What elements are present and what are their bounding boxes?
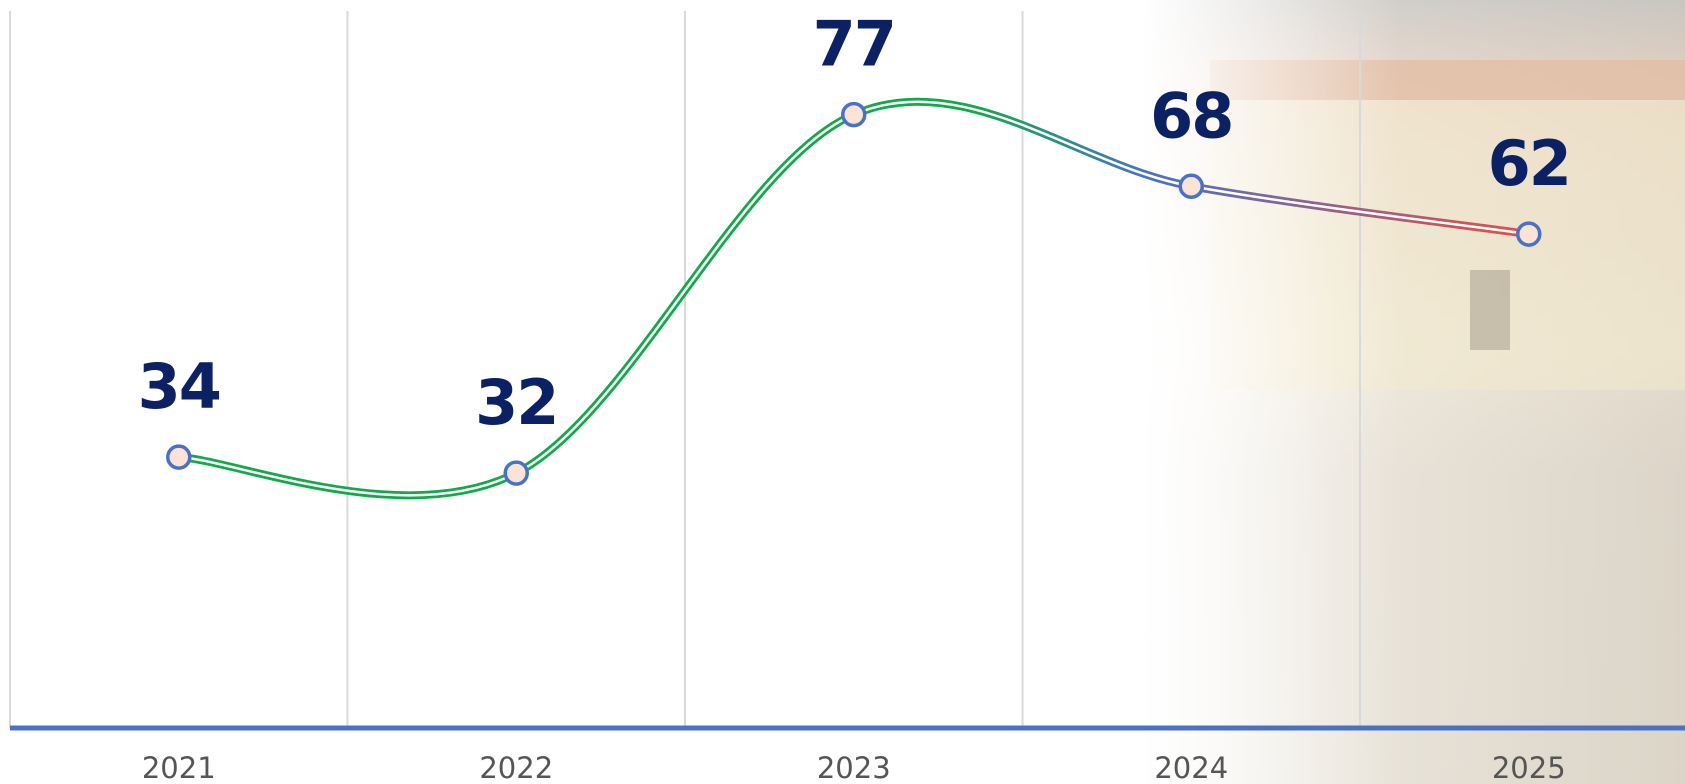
x-tick-label: 2023 — [817, 751, 891, 784]
point — [505, 462, 527, 484]
point — [843, 104, 865, 126]
data-label: 34 — [138, 350, 220, 423]
x-tick-label: 2025 — [1492, 751, 1566, 784]
data-label: 77 — [813, 8, 895, 81]
chart: 2021 2022 2023 2024 2025 34 32 77 68 62 — [0, 0, 1685, 784]
page: 202120222023202420253432776862 (() => { … — [0, 0, 1685, 784]
data-label: 68 — [1150, 79, 1232, 152]
point — [1180, 175, 1202, 197]
point — [1518, 223, 1540, 245]
data-label: 62 — [1488, 127, 1570, 200]
x-tick-label: 2024 — [1154, 751, 1228, 784]
x-tick-label: 2022 — [479, 751, 553, 784]
data-label: 32 — [475, 366, 557, 439]
x-tick-label: 2021 — [142, 751, 216, 784]
point — [168, 446, 190, 468]
